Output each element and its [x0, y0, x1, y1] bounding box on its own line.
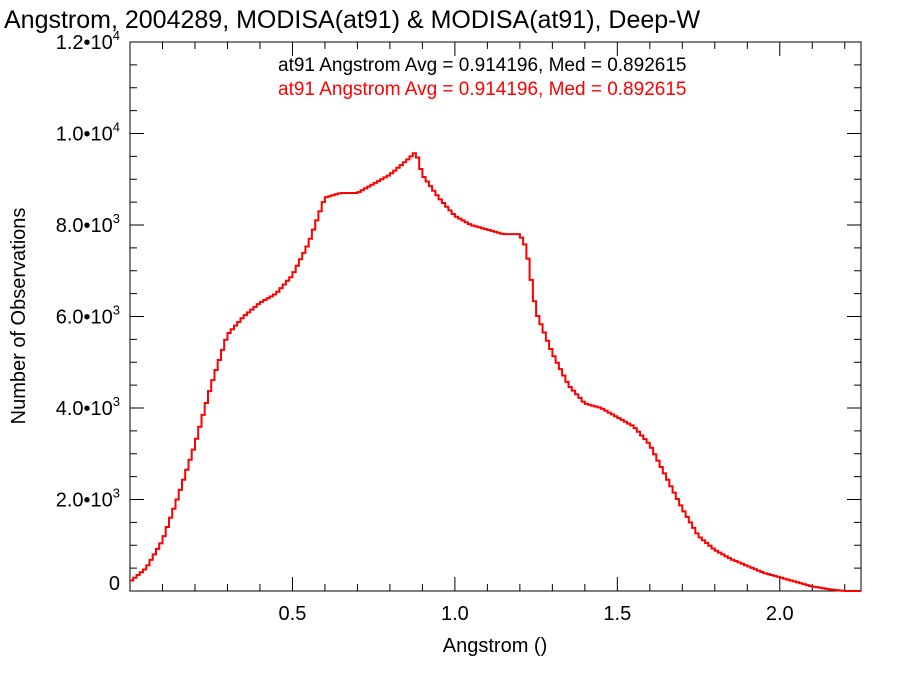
x-tick-label: 1.0 — [441, 603, 469, 625]
y-tick-label: 0 — [109, 573, 120, 595]
axis-ticks — [130, 42, 861, 591]
series-line-at91 — [130, 152, 861, 592]
plot-frame — [129, 41, 862, 592]
x-axis-label: Angstrom () — [443, 635, 547, 657]
y-tick-label: 2.0•103 — [56, 486, 120, 512]
y-axis-label: Number of Observations — [8, 208, 30, 425]
legend-entry-red: at91 Angstrom Avg = 0.914196, Med = 0.89… — [278, 79, 686, 100]
chart-title: Angstrom, 2004289, MODISA(at91) & MODISA… — [4, 6, 700, 34]
y-tick-label: 8.0•103 — [56, 211, 120, 237]
y-tick-labels: 0 2.0•103 4.0•103 6.0•103 8.0•103 1.0•104 1.2•… — [56, 28, 120, 595]
y-tick-label: 6.0•103 — [56, 303, 120, 329]
y-tick-label: 1.0•104 — [56, 120, 120, 146]
x-tick-labels: 0.5 1.0 1.5 2.0 — [279, 603, 794, 625]
legend-entry-black: at91 Angstrom Avg = 0.914196, Med = 0.89… — [278, 55, 686, 76]
y-tick-label: 1.2•104 — [56, 28, 120, 54]
x-tick-label: 0.5 — [279, 603, 307, 625]
y-tick-label: 4.0•103 — [56, 394, 120, 420]
x-tick-label: 1.5 — [603, 603, 631, 625]
x-tick-label: 2.0 — [766, 603, 794, 625]
